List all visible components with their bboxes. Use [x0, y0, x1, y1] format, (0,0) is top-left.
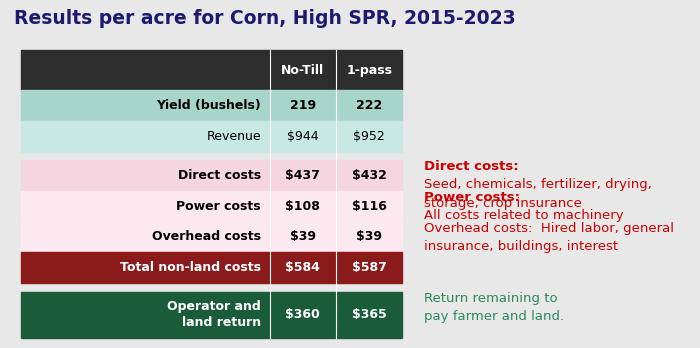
- Bar: [21, 90, 402, 121]
- Text: Seed, chemicals, fertilizer, drying,: Seed, chemicals, fertilizer, drying,: [424, 179, 652, 191]
- Text: $437: $437: [286, 169, 320, 182]
- Bar: [21, 191, 402, 222]
- Text: $39: $39: [290, 230, 316, 244]
- Text: All costs related to machinery: All costs related to machinery: [424, 209, 623, 222]
- Bar: [21, 222, 402, 252]
- Text: Direct costs:: Direct costs:: [424, 160, 518, 173]
- Bar: [21, 50, 402, 90]
- Text: $116: $116: [352, 200, 386, 213]
- Text: storage, crop insurance: storage, crop insurance: [424, 197, 582, 209]
- Text: 1-pass: 1-pass: [346, 64, 392, 77]
- Text: Direct costs: Direct costs: [178, 169, 261, 182]
- Text: Operator and
land return: Operator and land return: [167, 300, 261, 329]
- Text: Revenue: Revenue: [206, 130, 261, 143]
- Bar: [21, 160, 402, 191]
- Bar: [21, 292, 402, 338]
- Text: $944: $944: [287, 130, 318, 143]
- Text: $952: $952: [354, 130, 385, 143]
- Bar: [21, 121, 402, 152]
- Text: pay farmer and land.: pay farmer and land.: [424, 310, 564, 323]
- Text: Total non-land costs: Total non-land costs: [120, 261, 261, 274]
- Text: Overhead costs: Overhead costs: [152, 230, 261, 244]
- Text: $432: $432: [352, 169, 386, 182]
- Bar: [21, 252, 402, 283]
- Text: $584: $584: [286, 261, 320, 274]
- Text: No-Till: No-Till: [281, 64, 324, 77]
- Text: insurance, buildings, interest: insurance, buildings, interest: [424, 240, 617, 253]
- Text: $365: $365: [352, 308, 386, 321]
- Text: $108: $108: [286, 200, 320, 213]
- Text: Power costs: Power costs: [176, 200, 261, 213]
- Text: $39: $39: [356, 230, 382, 244]
- Text: 222: 222: [356, 99, 382, 112]
- Text: Return remaining to: Return remaining to: [424, 292, 557, 304]
- Text: Results per acre for Corn, High SPR, 2015-2023: Results per acre for Corn, High SPR, 201…: [14, 9, 516, 28]
- Text: Overhead costs:  Hired labor, general: Overhead costs: Hired labor, general: [424, 222, 673, 235]
- Text: Yield (bushels): Yield (bushels): [156, 99, 261, 112]
- Text: 219: 219: [290, 99, 316, 112]
- Text: $587: $587: [352, 261, 386, 274]
- Text: Power costs:: Power costs:: [424, 191, 519, 204]
- Text: $360: $360: [286, 308, 320, 321]
